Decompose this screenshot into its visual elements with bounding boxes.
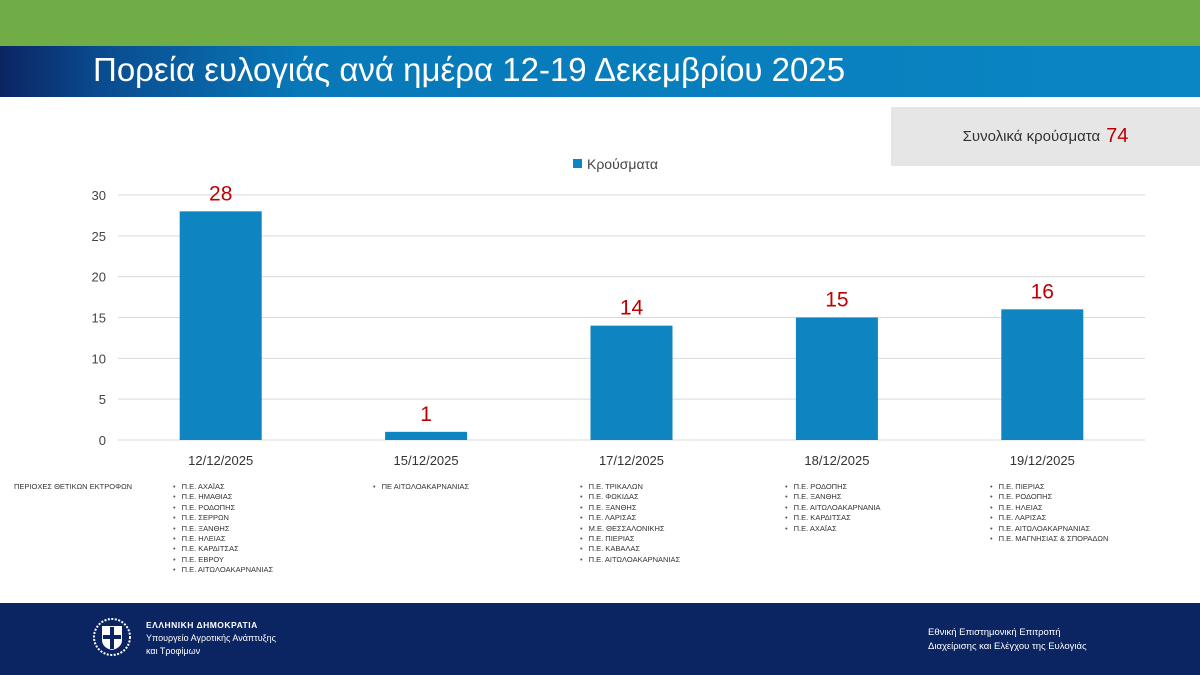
region-item: ΠΕ ΑΙΤΩΛΟΑΚΑΡΝΑΝΙΑΣ <box>373 482 469 492</box>
region-item: Π.Ε. ΞΑΝΘΗΣ <box>580 503 680 513</box>
total-cases-box: Συνολικά κρούσματα 74 <box>891 107 1200 166</box>
x-tick-label: 19/12/2025 <box>1010 453 1075 468</box>
region-item: Π.Ε. ΞΑΝΘΗΣ <box>785 492 881 502</box>
region-item: Π.Ε. ΑΧΑΪΑΣ <box>173 482 273 492</box>
region-list-15-12-2025: ΠΕ ΑΙΤΩΛΟΑΚΑΡΝΑΝΙΑΣ <box>373 482 469 492</box>
y-tick-label: 0 <box>99 433 106 448</box>
region-item: Π.Ε. ΜΑΓΝΗΣΙΑΣ & ΣΠΟΡΑΔΩΝ <box>990 534 1109 544</box>
region-item: Π.Ε. ΗΜΑΘΙΑΣ <box>173 492 273 502</box>
x-tick-label: 18/12/2025 <box>804 453 869 468</box>
region-item: Π.Ε. ΡΟΔΟΠΗΣ <box>990 492 1108 502</box>
data-label: 14 <box>620 297 644 320</box>
bar <box>385 431 468 440</box>
gov-line-2: Υπουργείο Αγροτικής Ανάπτυξης <box>146 633 276 643</box>
y-tick-label: 30 <box>92 188 106 203</box>
y-tick-label: 20 <box>92 270 106 285</box>
legend-label: Κρούσματα <box>587 156 658 172</box>
region-item: Π.Ε. ΗΛΕΙΑΣ <box>990 503 1108 513</box>
gov-line-3: και Τροφίμων <box>146 646 201 656</box>
region-item: Π.Ε. ΚΑΡΔΙΤΣΑΣ <box>173 544 273 554</box>
region-item: Π.Ε. ΑΙΤΩΛΟΑΚΑΡΝΑΝΙΑ <box>785 503 881 513</box>
region-item: Π.Ε. ΣΕΡΡΩΝ <box>173 513 273 523</box>
title-bar: Πορεία ευλογιάς ανά ημέρα 12-19 Δεκεμβρί… <box>0 46 1200 97</box>
total-cases-label: Συνολικά κρούσματα <box>962 128 1101 145</box>
region-item: Π.Ε. ΞΑΝΘΗΣ <box>173 524 273 534</box>
committee-name: Εθνική Επιστημονική Επιτροπή Διαχείρισης… <box>928 626 1087 654</box>
greek-emblem-icon <box>93 618 131 656</box>
total-cases-value: 74 <box>1106 125 1129 147</box>
x-tick-label: 12/12/2025 <box>188 453 253 468</box>
region-item: Μ.Ε. ΘΕΣΣΑΛΟΝΙΚΗΣ <box>580 524 680 534</box>
y-tick-label: 15 <box>92 311 106 326</box>
bar <box>1001 309 1084 440</box>
data-label: 28 <box>209 182 232 205</box>
data-label: 1 <box>420 403 432 426</box>
region-item: Π.Ε. ΤΡΙΚΑΛΩΝ <box>580 482 680 492</box>
region-item: Π.Ε. ΚΑΡΔΙΤΣΑΣ <box>785 513 881 523</box>
region-item: Π.Ε. ΠΙΕΡΙΑΣ <box>990 482 1108 492</box>
region-item: Π.Ε. ΑΙΤΩΛΟΑΚΑΡΝΑΝΙΑΣ <box>580 555 681 565</box>
region-item: Π.Ε. ΗΛΕΙΑΣ <box>173 534 273 544</box>
top-green-band <box>0 0 1200 46</box>
gov-line-1: ΕΛΛΗΝΙΚΗ ΔΗΜΟΚΡΑΤΙΑ <box>146 620 258 630</box>
region-item: Π.Ε. ΛΑΡΙΣΑΣ <box>580 513 680 523</box>
region-item: Π.Ε. ΡΟΔΟΠΗΣ <box>173 503 273 513</box>
cases-bar-chart: 0 5 10 15 20 25 30 28 12/12/2025 1 15/12/2025 14 17/… <box>92 156 1145 468</box>
region-item: Π.Ε. ΛΑΡΙΣΑΣ <box>990 513 1108 523</box>
region-list-18-12-2025: Π.Ε. ΡΟΔΟΠΗΣΠ.Ε. ΞΑΝΘΗΣΠ.Ε. ΑΙΤΩΛΟΑΚΑΡΝΑ… <box>785 482 881 534</box>
region-item: Π.Ε. ΚΑΒΑΛΑΣ <box>580 544 680 554</box>
ministry-name: ΕΛΛΗΝΙΚΗ ΔΗΜΟΚΡΑΤΙΑ Υπουργείο Αγροτικής … <box>146 619 276 658</box>
x-tick-label: 17/12/2025 <box>599 453 664 468</box>
region-item: Π.Ε. ΑΙΤΩΛΟΑΚΑΡΝΑΝΙΑΣ <box>990 524 1108 534</box>
data-label: 15 <box>825 289 848 312</box>
regions-label: ΠΕΡΙΟΧΕΣ ΘΕΤΙΚΩΝ ΕΚΤΡΟΦΩΝ <box>14 482 133 491</box>
region-list-19-12-2025: Π.Ε. ΠΙΕΡΙΑΣΠ.Ε. ΡΟΔΟΠΗΣΠ.Ε. ΗΛΕΙΑΣΠ.Ε. … <box>990 482 1109 544</box>
region-item: Π.Ε. ΠΙΕΡΙΑΣ <box>580 534 680 544</box>
bar <box>590 325 673 440</box>
x-tick-label: 15/12/2025 <box>394 453 459 468</box>
footer: ΕΛΛΗΝΙΚΗ ΔΗΜΟΚΡΑΤΙΑ Υπουργείο Αγροτικής … <box>0 603 1200 675</box>
region-item: Π.Ε. ΡΟΔΟΠΗΣ <box>785 482 881 492</box>
legend-swatch <box>573 159 582 168</box>
bar <box>179 211 262 440</box>
bar <box>795 317 878 440</box>
data-label: 16 <box>1031 280 1054 303</box>
region-list-17-12-2025: Π.Ε. ΤΡΙΚΑΛΩΝΠ.Ε. ΦΩΚΙΔΑΣΠ.Ε. ΞΑΝΘΗΣΠ.Ε.… <box>580 482 681 565</box>
region-item: Π.Ε. ΑΙΤΩΛΟΑΚΑΡΝΑΝΙΑΣ <box>173 565 274 575</box>
committee-line-2: Διαχείρισης και Ελέγχου της Ευλογιάς <box>928 641 1087 652</box>
page-title: Πορεία ευλογιάς ανά ημέρα 12-19 Δεκεμβρί… <box>93 51 846 88</box>
region-list-12-12-2025: Π.Ε. ΑΧΑΪΑΣΠ.Ε. ΗΜΑΘΙΑΣΠ.Ε. ΡΟΔΟΠΗΣΠ.Ε. … <box>173 482 274 576</box>
committee-line-1: Εθνική Επιστημονική Επιτροπή <box>928 627 1061 638</box>
y-tick-label: 10 <box>92 351 106 366</box>
region-item: Π.Ε. ΕΒΡΟΥ <box>173 555 273 565</box>
y-tick-label: 25 <box>92 229 106 244</box>
region-item: Π.Ε. ΦΩΚΙΔΑΣ <box>580 492 680 502</box>
y-tick-label: 5 <box>99 392 106 407</box>
region-item: Π.Ε. ΑΧΑΪΑΣ <box>785 524 881 534</box>
